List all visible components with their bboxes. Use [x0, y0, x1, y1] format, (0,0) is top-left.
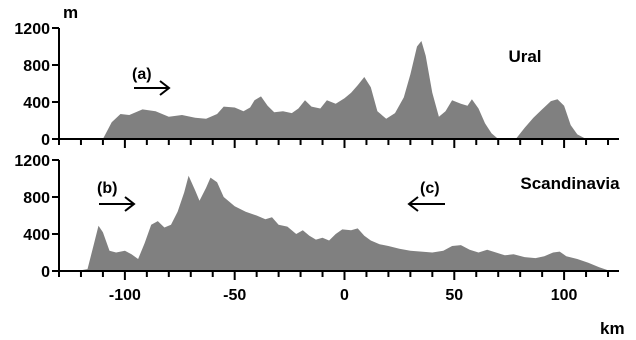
arrowhead-a	[159, 80, 171, 96]
profile-area-group	[76, 175, 611, 271]
arrowhead-b	[124, 196, 136, 212]
annotation-label-c: (c)	[420, 180, 440, 197]
arrowhead-c	[407, 196, 419, 212]
x-tick-group	[58, 139, 610, 148]
y-tick-label: 400	[23, 227, 50, 244]
x-tick-label: -50	[223, 287, 246, 304]
y-tick-label: 0	[41, 264, 50, 281]
y-tick-group: 0 400 800 1200	[14, 153, 59, 281]
y-unit-label: m	[63, 3, 78, 22]
annotation-b: (b)	[97, 180, 136, 212]
profile-area-segment-1	[515, 99, 587, 139]
panel-title-ural: Ural	[508, 47, 541, 66]
annotation-a: (a)	[132, 66, 171, 96]
x-tick-label: 100	[551, 287, 578, 304]
profile-area-segment-0	[102, 41, 499, 139]
profile-area-segment-0	[76, 175, 611, 271]
y-tick-label: 800	[23, 190, 50, 207]
annotation-label-a: (a)	[132, 66, 152, 83]
x-tick-label: -100	[109, 287, 141, 304]
profile-area-group	[102, 41, 587, 139]
annotation-c: (c)	[407, 180, 445, 212]
x-tick-group: -100 -50 0 50 100	[58, 271, 610, 304]
panel-scandinavia: 0 400 800 1200 -100 -50 0 50 100 km Scandinavia…	[14, 153, 624, 338]
y-tick-label: 800	[23, 58, 50, 75]
x-tick-label: 0	[340, 287, 349, 304]
annotation-label-b: (b)	[97, 180, 117, 197]
y-tick-label: 0	[41, 132, 50, 149]
y-tick-group: 0 400 800 1200	[14, 21, 59, 149]
panel-title-scandinavia: Scandinavia	[520, 174, 620, 193]
y-tick-label: 400	[23, 95, 50, 112]
panel-ural: 0 400 800 1200 m Ural (a)	[14, 3, 619, 149]
y-tick-label: 1200	[14, 21, 50, 38]
y-tick-label: 1200	[14, 153, 50, 170]
x-unit-label: km	[600, 319, 625, 338]
x-tick-label: 50	[445, 287, 463, 304]
